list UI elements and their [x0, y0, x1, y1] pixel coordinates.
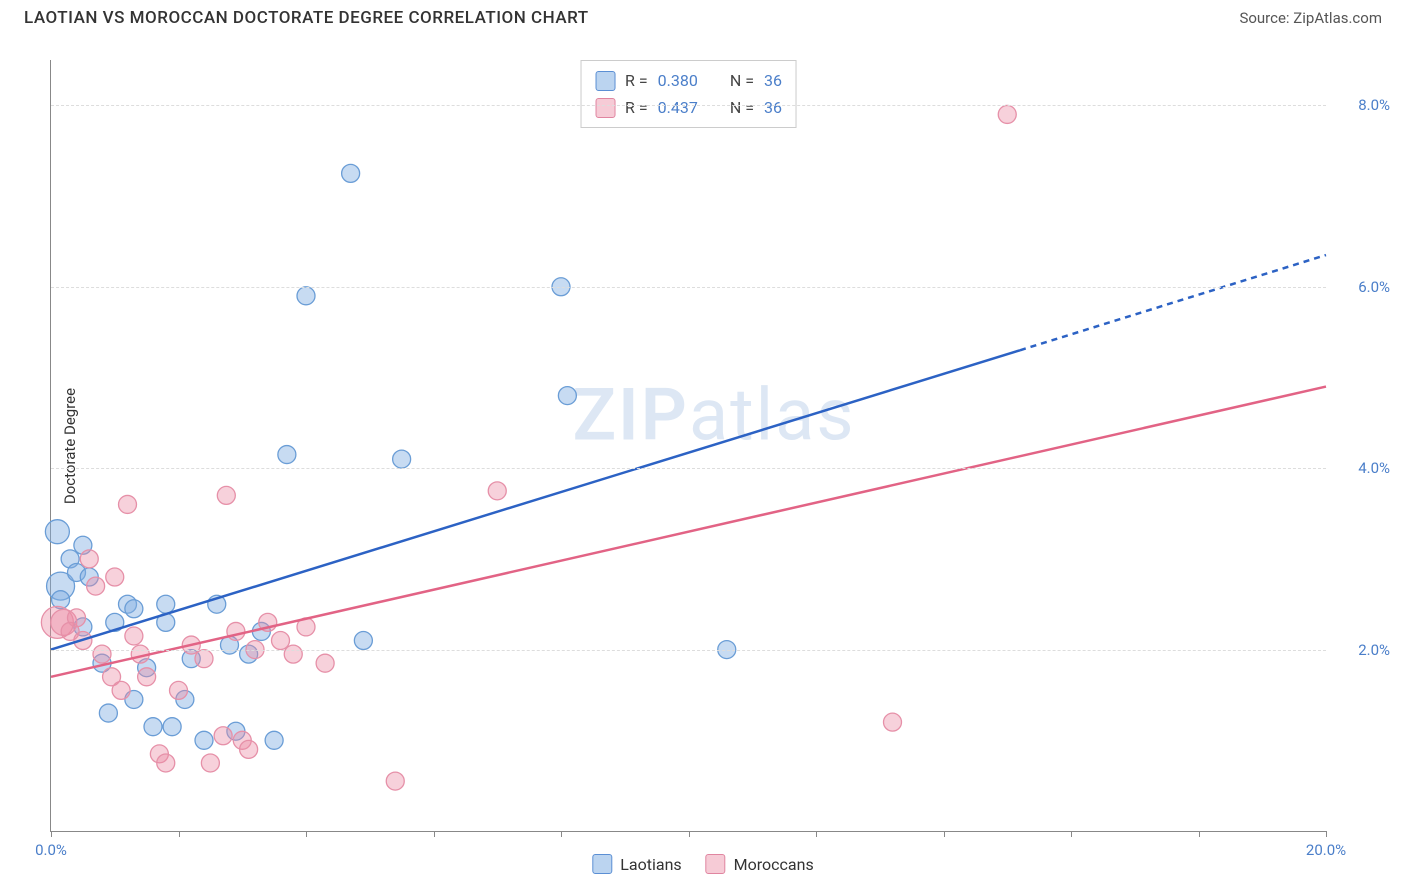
trend-line — [51, 387, 1326, 677]
data-point — [99, 704, 117, 722]
source-value: ZipAtlas.com — [1293, 9, 1382, 27]
r-label: R = — [625, 94, 648, 121]
data-point — [386, 772, 404, 790]
chart-title: LAOTIAN VS MOROCCAN DOCTORATE DEGREE COR… — [24, 8, 589, 28]
swatch-pink-icon — [706, 854, 726, 874]
data-point — [112, 681, 130, 699]
data-point — [227, 622, 245, 640]
data-point — [170, 681, 188, 699]
data-point — [45, 520, 69, 544]
x-tick — [434, 831, 435, 837]
gridline — [51, 468, 1326, 469]
legend-row-laotians: R = 0.380 N = 36 — [595, 67, 782, 94]
gridline — [51, 650, 1326, 651]
x-tick — [1326, 831, 1327, 837]
data-point — [297, 287, 315, 305]
data-point — [316, 654, 334, 672]
data-point — [125, 600, 143, 618]
series-legend: Laotians Moroccans — [592, 854, 813, 874]
legend-label: Moroccans — [734, 855, 814, 874]
data-point — [119, 495, 137, 513]
r-value: 0.380 — [658, 67, 698, 94]
data-point — [217, 486, 235, 504]
data-point — [278, 446, 296, 464]
correlation-legend: R = 0.380 N = 36 R = 0.437 N = 36 — [580, 60, 797, 128]
x-tick — [561, 831, 562, 837]
data-point — [195, 650, 213, 668]
gridline — [51, 105, 1326, 106]
source-label: Source: — [1239, 9, 1293, 27]
y-tick-label: 6.0% — [1334, 278, 1390, 296]
trend-line-extension — [1020, 255, 1326, 350]
data-point — [998, 105, 1016, 123]
data-point — [240, 740, 258, 758]
swatch-blue-icon — [592, 854, 612, 874]
n-label: N = — [730, 67, 754, 94]
data-point — [125, 627, 143, 645]
gridline — [51, 287, 1326, 288]
n-value: 36 — [764, 67, 782, 94]
chart-source: Source: ZipAtlas.com — [1239, 9, 1382, 27]
legend-item-laotians: Laotians — [592, 854, 681, 874]
data-point — [393, 450, 411, 468]
trend-line — [51, 350, 1020, 649]
y-tick-label: 8.0% — [1334, 96, 1390, 114]
data-point — [157, 595, 175, 613]
data-point — [272, 632, 290, 650]
chart-header: LAOTIAN VS MOROCCAN DOCTORATE DEGREE COR… — [0, 0, 1406, 40]
legend-item-moroccans: Moroccans — [706, 854, 814, 874]
data-point — [558, 387, 576, 405]
y-tick-label: 2.0% — [1334, 641, 1390, 659]
data-point — [163, 718, 181, 736]
y-tick-label: 4.0% — [1334, 459, 1390, 477]
x-tick — [816, 831, 817, 837]
data-point — [354, 632, 372, 650]
data-point — [201, 754, 219, 772]
data-point — [80, 550, 98, 568]
data-point — [93, 645, 111, 663]
x-tick — [306, 831, 307, 837]
data-point — [68, 609, 86, 627]
data-point — [342, 164, 360, 182]
x-tick — [689, 831, 690, 837]
x-tick — [51, 831, 52, 837]
chart-plot-area: ZIPatlas R = 0.380 N = 36 R = 0.437 N = … — [50, 60, 1326, 832]
data-point — [138, 668, 156, 686]
swatch-pink-icon — [595, 98, 615, 118]
chart-svg — [51, 60, 1326, 831]
x-tick-label: 0.0% — [35, 841, 67, 859]
n-value: 36 — [764, 94, 782, 121]
x-tick — [944, 831, 945, 837]
x-tick — [1071, 831, 1072, 837]
data-point — [106, 568, 124, 586]
data-point — [265, 731, 283, 749]
data-point — [488, 482, 506, 500]
legend-label: Laotians — [620, 855, 681, 874]
x-tick — [179, 831, 180, 837]
r-value: 0.437 — [658, 94, 698, 121]
data-point — [157, 754, 175, 772]
data-point — [284, 645, 302, 663]
n-label: N = — [730, 94, 754, 121]
data-point — [195, 731, 213, 749]
data-point — [52, 591, 70, 609]
x-tick-label: 20.0% — [1306, 841, 1346, 859]
r-label: R = — [625, 67, 648, 94]
data-point — [214, 727, 232, 745]
data-point — [884, 713, 902, 731]
data-point — [87, 577, 105, 595]
x-tick — [1199, 831, 1200, 837]
legend-row-moroccans: R = 0.437 N = 36 — [595, 94, 782, 121]
swatch-blue-icon — [595, 71, 615, 91]
data-point — [144, 718, 162, 736]
